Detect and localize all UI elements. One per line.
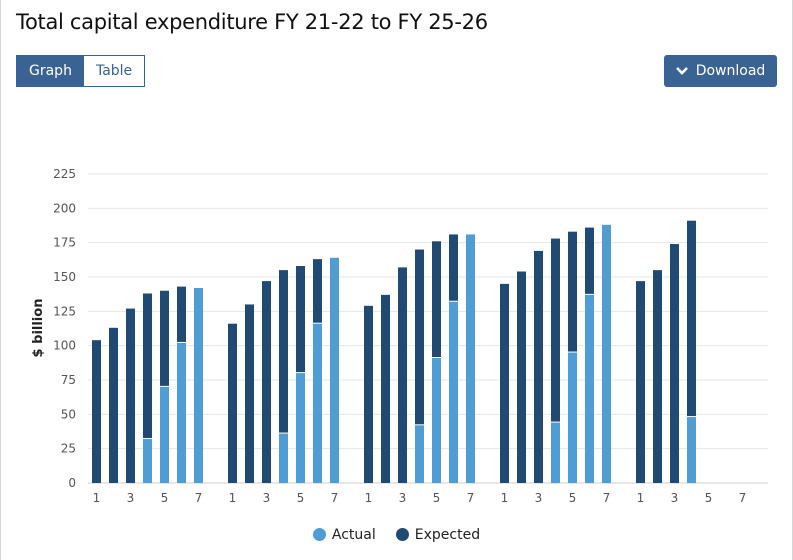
y-tick-label: 50 — [61, 407, 76, 421]
expected-bar — [653, 270, 662, 483]
x-tick-label: 3 — [671, 491, 679, 505]
table-tab[interactable]: Table — [83, 56, 145, 86]
legend: Actual Expected — [0, 527, 793, 543]
expected-bar — [160, 290, 169, 386]
download-label: Download — [695, 63, 766, 79]
actual-bar — [296, 373, 305, 483]
expected-bar — [517, 271, 526, 483]
x-tick-label: 1 — [365, 491, 373, 505]
expected-swatch — [395, 528, 409, 541]
actual-bar — [279, 433, 288, 483]
expected-bar — [449, 234, 458, 301]
legend-item-expected[interactable]: Expected — [395, 527, 481, 543]
actual-bar — [177, 342, 186, 483]
actual-bar — [313, 323, 322, 483]
x-tick-label: 3 — [399, 491, 407, 505]
x-tick-label: 3 — [535, 491, 543, 505]
expected-bar — [415, 249, 424, 425]
legend-label: Actual — [331, 527, 376, 543]
actual-bar — [330, 257, 339, 483]
y-axis-label: $ billion — [31, 299, 46, 358]
page-title: Total capital expenditure FY 21-22 to FY… — [16, 10, 488, 34]
x-tick-label: 7 — [195, 491, 203, 505]
expected-bar — [279, 270, 288, 433]
y-tick-label: 200 — [53, 201, 76, 215]
expected-bar — [500, 283, 509, 483]
y-tick-label: 150 — [53, 270, 76, 284]
view-toggle: Graph Table — [16, 55, 146, 87]
expected-bar — [568, 231, 577, 352]
y-tick-label: 225 — [53, 167, 76, 181]
actual-bar — [432, 358, 441, 483]
expected-bar — [92, 340, 101, 483]
expected-bar — [143, 293, 152, 439]
actual-bar — [415, 425, 424, 483]
y-tick-label: 75 — [61, 373, 76, 387]
actual-bar — [160, 386, 169, 483]
expected-bar — [262, 281, 271, 483]
graph-tab[interactable]: Graph — [17, 56, 84, 86]
actual-bar — [585, 294, 594, 483]
x-tick-label: 7 — [603, 491, 611, 505]
y-tick-label: 175 — [53, 236, 76, 250]
y-tick-label: 100 — [53, 339, 76, 353]
actual-bar — [602, 224, 611, 483]
x-tick-label: 5 — [569, 491, 577, 505]
chevron-down-icon — [675, 67, 688, 75]
actual-bar — [551, 422, 560, 483]
expected-bar — [551, 238, 560, 422]
x-tick-label: 5 — [433, 491, 441, 505]
expected-bar — [364, 305, 373, 483]
x-tick-label: 1 — [93, 491, 101, 505]
legend-label: Expected — [414, 527, 481, 543]
x-tick-label: 5 — [297, 491, 305, 505]
expected-bar — [534, 250, 543, 483]
expected-bar — [432, 241, 441, 358]
expected-bar — [296, 266, 305, 373]
expected-bar — [228, 323, 237, 483]
legend-item-actual[interactable]: Actual — [312, 527, 376, 543]
y-tick-label: 0 — [68, 476, 76, 490]
x-tick-label: 5 — [705, 491, 713, 505]
x-tick-label: 7 — [331, 491, 339, 505]
actual-bar — [466, 234, 475, 483]
expected-bar — [687, 220, 696, 417]
actual-bar — [687, 417, 696, 483]
expected-bar — [585, 227, 594, 294]
expected-bar — [126, 308, 135, 483]
actual-bar — [194, 287, 203, 483]
x-tick-label: 5 — [161, 491, 169, 505]
expected-bar — [398, 267, 407, 483]
x-tick-label: 1 — [637, 491, 645, 505]
x-tick-label: 7 — [739, 491, 747, 505]
actual-swatch — [312, 528, 326, 541]
actual-bar — [143, 439, 152, 483]
y-tick-label: 125 — [53, 304, 76, 318]
x-tick-label: 7 — [467, 491, 475, 505]
x-tick-label: 1 — [229, 491, 237, 505]
expected-bar — [177, 286, 186, 342]
actual-bar — [449, 301, 458, 483]
x-tick-label: 3 — [127, 491, 135, 505]
actual-bar — [568, 352, 577, 483]
y-tick-label: 25 — [61, 442, 76, 456]
expected-bar — [313, 259, 322, 323]
expected-bar — [381, 294, 390, 483]
x-tick-label: 3 — [263, 491, 271, 505]
download-button[interactable]: Download — [664, 55, 777, 87]
x-tick-label: 1 — [501, 491, 509, 505]
expected-bar — [670, 244, 679, 483]
expected-bar — [109, 327, 118, 483]
expected-bar — [245, 304, 254, 483]
expected-bar — [636, 281, 645, 483]
